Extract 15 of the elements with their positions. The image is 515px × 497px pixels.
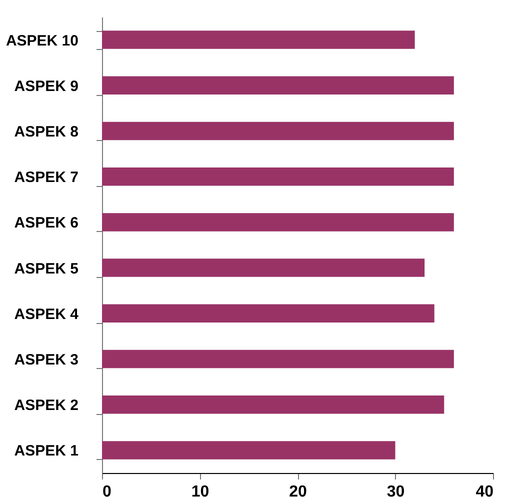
y-tick-label: ASPEK 10 [6, 32, 78, 50]
y-tick-label: ASPEK 5 [14, 260, 78, 278]
y-tick-label: ASPEK 8 [14, 124, 78, 140]
x-tick-label: 30 [386, 484, 405, 497]
y-tick-label: ASPEK 9 [14, 78, 78, 95]
x-tick-label: 20 [289, 484, 307, 497]
y-tick-label: ASPEK 7 [14, 169, 78, 186]
y-tick-label: ASPEK 4 [14, 306, 80, 323]
y-tick-label: ASPEK 6 [14, 214, 78, 232]
x-tick-label: 0 [102, 484, 112, 497]
x-tick-label: 40 [476, 484, 494, 497]
y-tick-label: ASPEK 2 [14, 397, 78, 414]
y-tick-label: ASPEK 1 [14, 442, 78, 460]
x-tick-label: 10 [191, 484, 210, 497]
y-tick-label: ASPEK 3 [14, 352, 78, 368]
